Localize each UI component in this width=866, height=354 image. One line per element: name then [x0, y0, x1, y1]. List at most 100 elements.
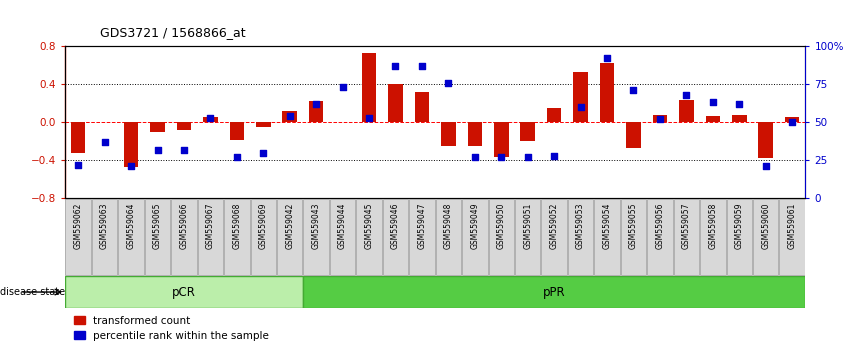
Text: GSM559064: GSM559064 — [126, 202, 136, 249]
Text: GSM559051: GSM559051 — [523, 202, 533, 249]
Text: GSM559042: GSM559042 — [285, 202, 294, 249]
Bar — [282, 111, 297, 122]
Point — [547, 153, 561, 159]
Point — [362, 115, 376, 120]
Text: GSM559067: GSM559067 — [206, 202, 215, 249]
Point — [520, 154, 534, 160]
FancyBboxPatch shape — [250, 199, 276, 275]
Bar — [520, 122, 535, 141]
Bar — [573, 72, 588, 122]
Point — [229, 154, 243, 160]
Point — [442, 80, 456, 85]
Point — [653, 116, 667, 122]
Text: GSM559050: GSM559050 — [497, 202, 506, 249]
FancyBboxPatch shape — [197, 199, 223, 275]
Point — [573, 104, 587, 110]
Point — [204, 115, 217, 120]
FancyBboxPatch shape — [119, 199, 144, 275]
Bar — [785, 118, 799, 122]
FancyBboxPatch shape — [330, 199, 355, 275]
Point — [468, 154, 481, 160]
FancyBboxPatch shape — [92, 199, 117, 275]
Text: GSM559066: GSM559066 — [179, 202, 189, 249]
Text: GSM559056: GSM559056 — [656, 202, 664, 249]
Text: GSM559060: GSM559060 — [761, 202, 770, 249]
Text: GSM559057: GSM559057 — [682, 202, 691, 249]
Point — [706, 99, 720, 105]
FancyBboxPatch shape — [621, 199, 646, 275]
Legend: transformed count, percentile rank within the sample: transformed count, percentile rank withi… — [70, 312, 273, 345]
Point — [71, 162, 85, 167]
Point — [124, 164, 138, 169]
Bar — [547, 108, 561, 122]
Text: GSM559054: GSM559054 — [603, 202, 611, 249]
Text: GSM559063: GSM559063 — [100, 202, 109, 249]
FancyBboxPatch shape — [171, 199, 197, 275]
Text: GDS3721 / 1568866_at: GDS3721 / 1568866_at — [100, 26, 245, 39]
FancyBboxPatch shape — [357, 199, 382, 275]
Text: GSM559068: GSM559068 — [232, 202, 242, 249]
Point — [256, 150, 270, 155]
FancyBboxPatch shape — [779, 199, 805, 275]
Text: GSM559065: GSM559065 — [153, 202, 162, 249]
Bar — [362, 53, 377, 122]
Text: GSM559053: GSM559053 — [576, 202, 585, 249]
Text: GSM559058: GSM559058 — [708, 202, 717, 249]
Point — [627, 87, 641, 93]
FancyBboxPatch shape — [224, 199, 249, 275]
FancyBboxPatch shape — [700, 199, 726, 275]
FancyBboxPatch shape — [145, 199, 171, 275]
Point — [283, 113, 297, 119]
Point — [151, 147, 165, 152]
Bar — [441, 122, 456, 146]
Bar — [494, 122, 508, 157]
Text: GSM559069: GSM559069 — [259, 202, 268, 249]
FancyBboxPatch shape — [383, 199, 408, 275]
FancyBboxPatch shape — [674, 199, 699, 275]
Point — [309, 101, 323, 107]
Bar — [468, 122, 482, 146]
Text: GSM559043: GSM559043 — [312, 202, 320, 249]
Text: GSM559048: GSM559048 — [444, 202, 453, 249]
Bar — [256, 122, 270, 127]
Point — [680, 92, 694, 98]
Text: disease state: disease state — [0, 287, 65, 297]
Text: GSM559061: GSM559061 — [788, 202, 797, 249]
Text: GSM559045: GSM559045 — [365, 202, 373, 249]
Text: GSM559059: GSM559059 — [734, 202, 744, 249]
Bar — [706, 116, 721, 122]
Point — [785, 119, 799, 125]
Text: pPR: pPR — [543, 286, 565, 298]
FancyBboxPatch shape — [568, 199, 593, 275]
Point — [415, 63, 429, 69]
Text: GSM559047: GSM559047 — [417, 202, 426, 249]
Text: GSM559044: GSM559044 — [338, 202, 347, 249]
Bar — [653, 115, 667, 122]
Bar — [600, 63, 614, 122]
Point — [600, 55, 614, 61]
Text: GSM559055: GSM559055 — [629, 202, 638, 249]
Bar — [71, 122, 86, 153]
Point — [494, 154, 508, 160]
Bar — [759, 122, 773, 158]
Text: GSM559046: GSM559046 — [391, 202, 400, 249]
FancyBboxPatch shape — [594, 199, 620, 275]
Bar — [204, 118, 217, 122]
FancyBboxPatch shape — [65, 276, 303, 308]
Point — [759, 164, 772, 169]
Text: pCR: pCR — [172, 286, 196, 298]
Point — [389, 63, 403, 69]
Bar — [388, 84, 403, 122]
FancyBboxPatch shape — [515, 199, 540, 275]
Point — [98, 139, 112, 145]
Bar — [177, 122, 191, 130]
FancyBboxPatch shape — [647, 199, 673, 275]
FancyBboxPatch shape — [303, 276, 805, 308]
Bar — [732, 115, 746, 122]
FancyBboxPatch shape — [462, 199, 488, 275]
FancyBboxPatch shape — [410, 199, 435, 275]
Bar — [229, 122, 244, 140]
Point — [733, 101, 746, 107]
Point — [336, 84, 350, 90]
Bar — [415, 92, 430, 122]
